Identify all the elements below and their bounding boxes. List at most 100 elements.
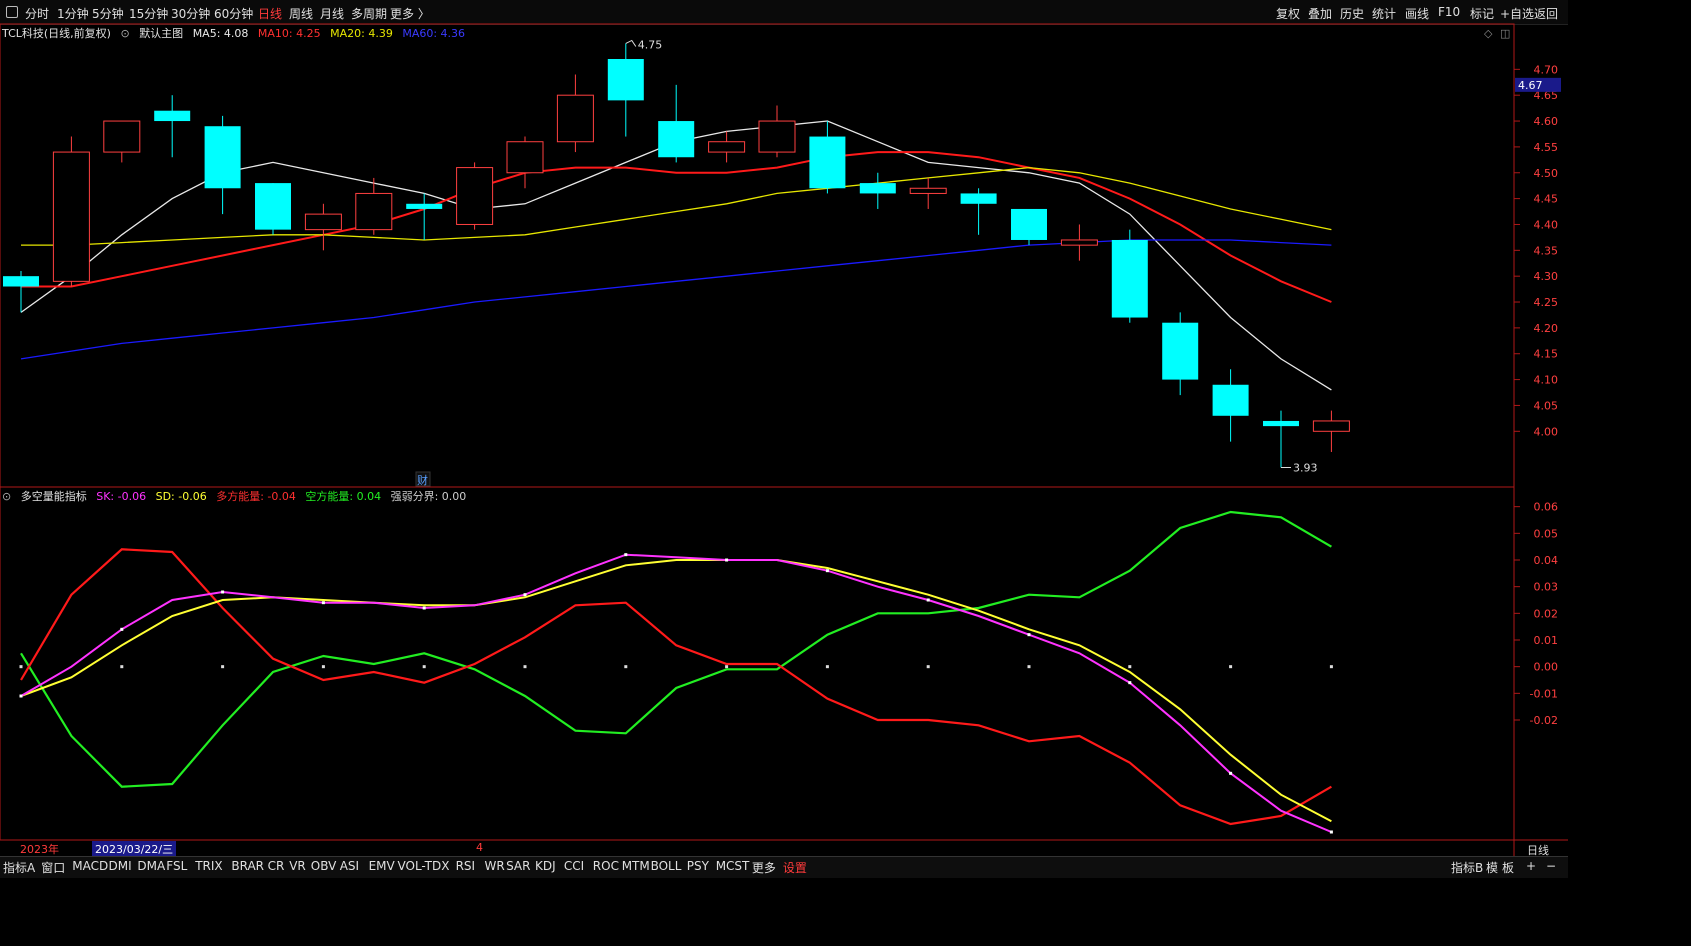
indicator-tab-20[interactable]: MTM	[621, 859, 650, 873]
candle-body	[52, 151, 90, 282]
period-tab-5[interactable]: 60分钟	[214, 7, 254, 21]
toolbar-button-6[interactable]: 标记	[1470, 7, 1495, 21]
indicator-tab-bar: 指标A 窗口 MACD DMI DMA FSL TRIX BRAR CR VR OBV ASI EMV V…	[0, 856, 1568, 878]
indicator-tab-5[interactable]: FSL	[166, 859, 188, 873]
panel-icon: ◫	[1500, 27, 1510, 40]
collapse-icon[interactable]: ⊙	[2, 490, 12, 503]
period-tab-1[interactable]: 1分钟	[57, 7, 89, 21]
indicator-tab-15[interactable]: WR	[484, 859, 505, 873]
indicator-tab-13[interactable]: VOL-TDX	[397, 859, 450, 873]
sk-marker	[1329, 830, 1333, 834]
indicator-tab-1[interactable]: 窗口	[41, 861, 66, 875]
period-tab-6[interactable]: 日线	[258, 7, 283, 21]
indicator-tab-0[interactable]: 指标A	[3, 861, 36, 875]
ma60-readout: MA60: 4.36	[402, 27, 466, 40]
long-energy-readout: 多方能量: -0.04	[216, 490, 296, 503]
indicator-tab-10[interactable]: OBV	[310, 859, 337, 873]
candle-body	[909, 187, 947, 194]
indicator-tab-24[interactable]: 更多	[751, 861, 776, 875]
sk-marker	[221, 590, 225, 594]
ma10-readout: MA10: 4.25	[257, 27, 321, 40]
candle-body	[859, 183, 896, 194]
zero-line-dot	[523, 665, 527, 669]
window-menu-icon[interactable]	[6, 6, 18, 20]
chart-canvas[interactable]: 4.00 4.05 4.10 4.15 4.20 4.25 4.30 4.35 4.40 4.45…	[0, 0, 1568, 856]
y-tick-label: 4.40	[1534, 218, 1559, 231]
toolbar-button-1[interactable]: 叠加	[1308, 7, 1333, 21]
period-tab-8[interactable]: 月线	[320, 7, 345, 21]
indicator-tab-2[interactable]: MACD	[72, 859, 109, 873]
sk-marker	[624, 553, 628, 557]
y-tick-label: 4.10	[1534, 374, 1559, 387]
y-tick-label: 0.01	[1534, 634, 1559, 647]
toolbar-button-7[interactable]: +自选	[1500, 7, 1535, 21]
zero-line-dot	[725, 665, 729, 669]
candle-body	[3, 276, 39, 287]
toolbar-button-5[interactable]: F10	[1438, 5, 1461, 19]
indicator-tab-8[interactable]: CR	[267, 859, 285, 873]
toolbar-button-4[interactable]: 画线	[1405, 7, 1430, 21]
zero-line-dot	[120, 665, 124, 669]
indicator-b-tab-1[interactable]: 模	[1486, 861, 1499, 875]
indicator-tab-9[interactable]: VR	[289, 859, 306, 873]
indicator-tab-17[interactable]: KDJ	[535, 859, 556, 873]
candle-body	[1212, 384, 1249, 416]
indicator-tab-11[interactable]: ASI	[339, 859, 360, 873]
indicator-tab-21[interactable]: BOLL	[650, 859, 682, 873]
indicator-name[interactable]: 多空量能指标	[20, 490, 87, 503]
candle-body	[154, 110, 191, 122]
period-tab-3[interactable]: 15分钟	[129, 7, 169, 21]
sk-marker	[725, 558, 729, 562]
indicator-tab-3[interactable]: DMI	[108, 859, 132, 873]
y-tick-label: 0.00	[1534, 661, 1559, 674]
sk-readout: SK: -0.06	[96, 490, 147, 503]
indicator-tab-25[interactable]: 设置	[782, 861, 807, 875]
period-tab-7[interactable]: 周线	[289, 7, 314, 21]
indicator-tab-6[interactable]: TRIX	[195, 859, 223, 873]
period-tab-4[interactable]: 30分钟	[171, 7, 211, 21]
toolbar-button-2[interactable]: 历史	[1340, 7, 1365, 21]
candle-body	[406, 203, 443, 209]
divide-readout: 强弱分界: 0.00	[390, 490, 467, 503]
y-tick-label: 4.05	[1534, 399, 1559, 412]
y-tick-label: -0.02	[1530, 714, 1558, 727]
y-tick-label: 4.00	[1534, 425, 1559, 438]
ma10-line	[21, 151, 1332, 303]
candle-body	[960, 193, 997, 204]
diamond-icon: ◇	[1484, 27, 1493, 40]
short-energy-readout: 空方能量: 0.04	[305, 490, 382, 503]
candle-body	[1312, 420, 1350, 432]
collapse-icon[interactable]: ⊙	[120, 27, 130, 40]
candle-body	[556, 94, 594, 143]
indicator-b-tab-0[interactable]: 指标B	[1451, 861, 1484, 875]
y-tick-label: 4.70	[1534, 63, 1559, 76]
period-tab-9[interactable]: 多周期	[351, 7, 388, 21]
indicator-tab-16[interactable]: SAR	[506, 859, 531, 873]
toolbar-button-8[interactable]: 返回	[1534, 7, 1559, 21]
indicator-tab-19[interactable]: ROC	[592, 859, 619, 873]
current-price-label: 4.67	[1518, 79, 1543, 92]
candle-body	[708, 141, 746, 153]
y-tick-label: 0.05	[1534, 527, 1559, 540]
zoom-out-icon[interactable]: −	[1546, 859, 1557, 873]
indicator-tab-18[interactable]: CCI	[563, 859, 585, 873]
indicator-tab-4[interactable]: DMA	[137, 859, 166, 873]
zoom-in-icon[interactable]: +	[1526, 859, 1537, 873]
candle-body	[103, 120, 141, 153]
period-tab-10[interactable]: 更多 〉	[390, 7, 430, 21]
zero-line-dot	[422, 665, 426, 669]
period-tab-0[interactable]: 分时	[25, 7, 50, 21]
indicator-b-tab-2[interactable]: 板	[1502, 861, 1515, 875]
period-tab-2[interactable]: 5分钟	[92, 7, 124, 21]
high-marker	[625, 39, 637, 47]
indicator-tab-22[interactable]: PSY	[686, 859, 709, 873]
toolbar-button-0[interactable]: 复权	[1276, 7, 1301, 21]
y-tick-label: 4.35	[1534, 244, 1559, 257]
main-chart-label[interactable]: 默认主图	[139, 27, 184, 40]
indicator-tab-12[interactable]: EMV	[368, 859, 395, 873]
toolbar-button-3[interactable]: 统计	[1372, 7, 1397, 21]
indicator-tab-7[interactable]: BRAR	[231, 859, 265, 873]
indicator-tab-23[interactable]: MCST	[715, 859, 750, 873]
indicator-tab-14[interactable]: RSI	[455, 859, 476, 873]
cursor-date: 2023/03/22/三	[92, 841, 177, 857]
